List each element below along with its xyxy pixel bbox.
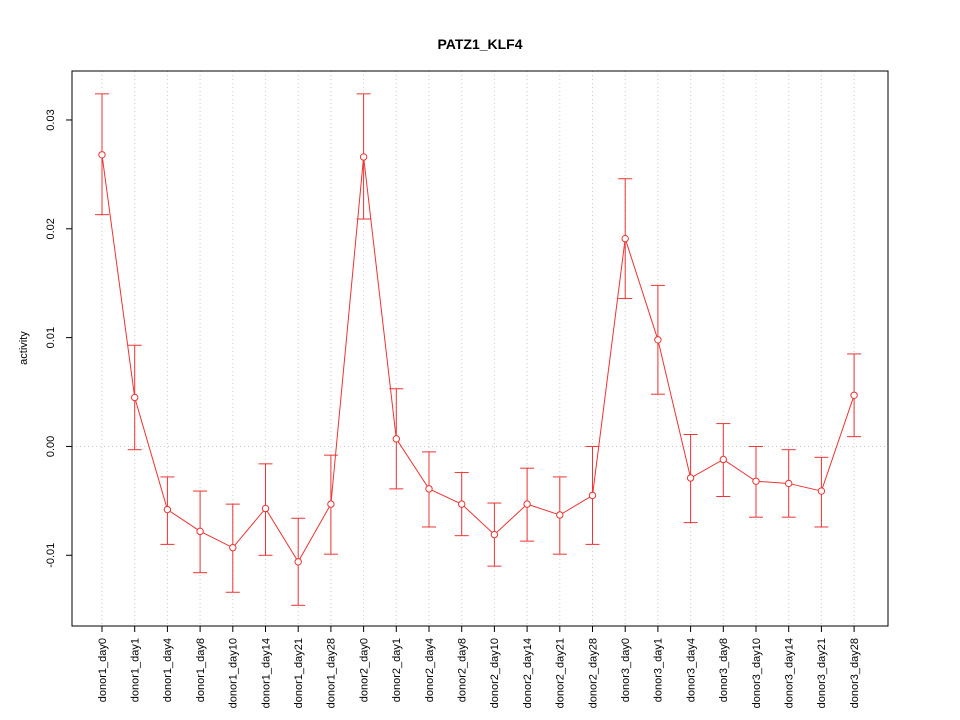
data-point bbox=[850, 391, 858, 399]
data-point bbox=[229, 543, 237, 552]
data-point bbox=[98, 151, 106, 159]
data-point bbox=[752, 477, 760, 485]
x-tick-label: donor3_day4 bbox=[685, 638, 697, 702]
data-point bbox=[392, 435, 400, 443]
x-tick-label: donor1_day28 bbox=[326, 638, 338, 708]
data-point bbox=[719, 455, 727, 464]
y-tick-label: 0.00 bbox=[45, 436, 57, 457]
data-point bbox=[785, 479, 793, 488]
data-point bbox=[458, 500, 466, 508]
x-axis: donor1_day0 donor1_day1 donor1_day4 donor1_… bbox=[97, 626, 861, 708]
x-tick-label: donor2_day14 bbox=[522, 638, 534, 708]
x-tick-label: donor1_day0 bbox=[97, 638, 109, 702]
x-tick-label: donor1_day8 bbox=[195, 638, 207, 702]
data-point bbox=[621, 234, 629, 243]
x-tick-label: donor2_day4 bbox=[424, 638, 436, 702]
y-axis-label: activity bbox=[18, 331, 30, 365]
chart-title: PATZ1_KLF4 bbox=[437, 36, 522, 52]
x-tick-label: donor3_day10 bbox=[751, 638, 763, 708]
x-tick-label: donor2_day21 bbox=[555, 638, 567, 708]
y-axis: -0.01 0.00 0.01 0.02 0.03 bbox=[45, 109, 72, 568]
x-tick-label: donor3_day8 bbox=[718, 638, 730, 702]
x-tick-label: donor2_day1 bbox=[391, 638, 403, 702]
grid bbox=[72, 71, 888, 626]
series-line bbox=[101, 154, 855, 563]
x-tick-label: donor1_day21 bbox=[293, 638, 305, 708]
data-point bbox=[490, 530, 499, 539]
x-tick-label: donor3_day21 bbox=[816, 638, 828, 708]
x-tick-label: donor2_day10 bbox=[489, 638, 501, 708]
y-tick-label: -0.01 bbox=[45, 543, 57, 568]
x-tick-label: donor1_day14 bbox=[260, 638, 272, 708]
data-point bbox=[588, 491, 597, 500]
data-point bbox=[261, 504, 270, 513]
y-tick-label: 0.01 bbox=[45, 327, 57, 348]
plot-frame bbox=[71, 70, 889, 627]
x-tick-label: donor3_day0 bbox=[620, 638, 632, 702]
series-activity bbox=[95, 93, 862, 606]
data-point bbox=[425, 485, 433, 493]
x-tick-label: donor2_day0 bbox=[358, 638, 370, 702]
data-point bbox=[686, 474, 695, 482]
data-point bbox=[556, 511, 564, 519]
x-tick-label: donor3_day1 bbox=[653, 638, 665, 702]
data-point bbox=[131, 393, 139, 402]
data-point bbox=[359, 153, 368, 161]
x-tick-label: donor1_day1 bbox=[130, 638, 142, 702]
data-point bbox=[654, 336, 662, 344]
data-point bbox=[817, 487, 826, 495]
data-point bbox=[196, 527, 204, 536]
data-point bbox=[327, 500, 335, 508]
x-tick-label: donor2_day28 bbox=[587, 638, 599, 708]
y-tick-label: 0.03 bbox=[45, 109, 57, 130]
x-tick-label: donor1_day10 bbox=[228, 638, 240, 708]
data-point bbox=[294, 558, 302, 566]
x-tick-label: donor1_day4 bbox=[162, 638, 174, 702]
data-point bbox=[523, 500, 531, 508]
y-tick-label: 0.02 bbox=[45, 218, 57, 239]
data-point bbox=[163, 505, 172, 514]
x-tick-label: donor2_day8 bbox=[457, 638, 469, 702]
x-tick-label: donor3_day28 bbox=[849, 638, 861, 708]
x-tick-label: donor3_day14 bbox=[784, 638, 796, 708]
